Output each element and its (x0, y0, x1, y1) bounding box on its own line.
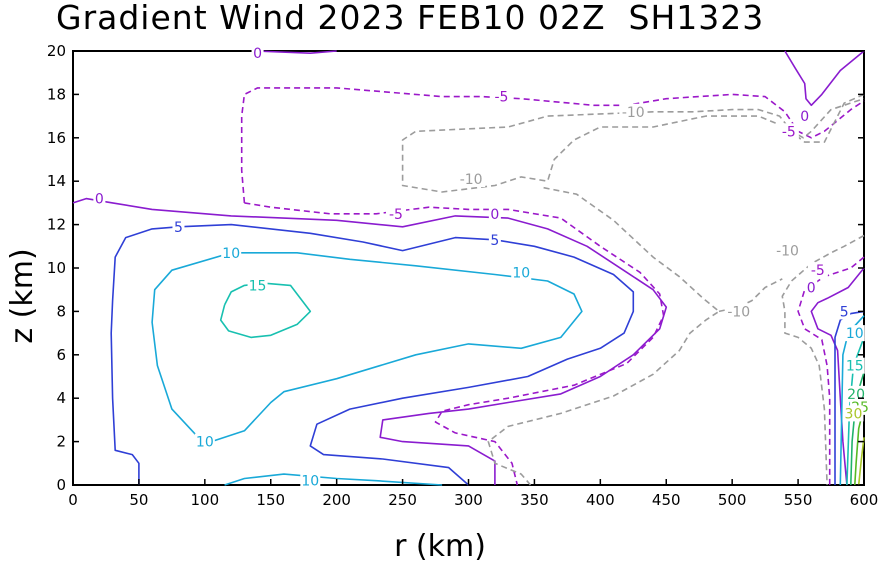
contour-label: -5 (389, 207, 403, 223)
contour-label: -5 (782, 124, 796, 140)
contour-label: 15 (249, 278, 267, 294)
contour-line-0 (72, 197, 668, 485)
contour-line-5 (110, 223, 635, 486)
x-tick-label: 100 (191, 491, 220, 509)
y-axis-label: z (km) (5, 248, 40, 343)
contour-label: -10 (622, 105, 645, 121)
x-tick-label: 500 (718, 491, 747, 509)
contour-label: -5 (811, 263, 825, 279)
contour-line-neg5 (244, 202, 665, 486)
contour-label-bg (773, 242, 802, 259)
contour-label: -5 (494, 90, 508, 106)
contour-label: 10 (846, 326, 864, 342)
contour-label-bg (491, 88, 512, 105)
contour-label-bg (798, 108, 811, 125)
contour-line-neg10 (487, 186, 720, 486)
y-tick-label: 10 (47, 259, 66, 277)
contour-label-bg (488, 231, 501, 248)
contour-label: 0 (807, 281, 816, 297)
x-tick-label: 550 (784, 491, 813, 509)
contour-label: 0 (490, 207, 499, 223)
y-tick-label: 20 (47, 42, 66, 60)
contour-label-bg (385, 205, 406, 222)
contour-label-bg (511, 264, 532, 281)
contour-line-5 (834, 310, 865, 485)
contour-line-0 (784, 50, 865, 107)
y-tick-label: 0 (56, 476, 66, 494)
contour-line-0 (254, 50, 337, 54)
y-tick-label: 14 (47, 172, 66, 190)
x-tick-label: 50 (129, 491, 148, 509)
y-tick-label: 6 (56, 346, 66, 364)
plot-frame (72, 50, 865, 486)
contour-label: 5 (840, 304, 849, 320)
contour-label-bg (300, 472, 321, 489)
y-tick-label: 2 (56, 433, 66, 451)
contour-label-bg (807, 262, 828, 279)
contour-label-bg (457, 171, 486, 188)
y-tick-label: 18 (47, 85, 66, 103)
contour-label: 10 (222, 246, 240, 262)
contour-label: 30 (845, 406, 863, 422)
chart-title: Gradient Wind 2023 FEB10 02Z SH1323 (56, 0, 765, 37)
contour-label: -10 (727, 304, 750, 320)
x-tick-label: 400 (586, 491, 615, 509)
contour-label-bg (619, 103, 648, 120)
contour-label: 15 (846, 359, 864, 375)
contour-label: 10 (196, 435, 214, 451)
contour-label: 10 (301, 474, 319, 490)
contour-label-bg (194, 433, 215, 450)
contour-label: 5 (174, 220, 183, 236)
y-axis-ticks: 0 2 4 6 8 10 12 14 16 18 20 (47, 42, 864, 494)
contour-label-bg (247, 277, 268, 294)
x-tick-label: 600 (850, 491, 879, 509)
contour-line-15 (219, 282, 312, 339)
x-tick-label: 300 (454, 491, 483, 509)
contour-label-bg (724, 303, 753, 320)
x-tick-label: 350 (520, 491, 549, 509)
contour-label-bg (488, 205, 501, 222)
y-tick-label: 8 (56, 302, 66, 320)
contour-label-bg (251, 45, 264, 62)
y-tick-label: 4 (56, 389, 66, 407)
x-axis-label: r (km) (394, 529, 486, 561)
contour-label: 10 (512, 265, 530, 281)
x-tick-label: 450 (652, 491, 681, 509)
contour-label-bg (844, 325, 865, 342)
plot-area: 0000055510101010101515202530-5-5-5-5-10-… (72, 45, 871, 490)
contour-label-bg (221, 244, 242, 261)
contour-label-bg (93, 190, 106, 207)
contour-label-bg (778, 123, 799, 140)
contour-label-bg (172, 218, 185, 235)
x-tick-label: 250 (388, 491, 417, 509)
contour-line-30 (857, 437, 865, 486)
contour-label: 0 (253, 46, 262, 62)
contour-label: 5 (490, 233, 499, 249)
contour-label: -10 (776, 244, 799, 260)
x-tick-label: 150 (256, 491, 285, 509)
contour-line-neg5 (797, 256, 865, 485)
x-tick-label: 200 (322, 491, 351, 509)
x-tick-label: 0 (68, 491, 78, 509)
y-tick-label: 12 (47, 216, 66, 234)
contour-labels: 0000055510101010101515202530-5-5-5-5-10-… (93, 45, 871, 490)
contour-label: -10 (460, 172, 483, 188)
x-axis-ticks: 0 50 100 150 200 250 300 350 400 450 500 550 600 (68, 479, 878, 509)
contour-line-neg10 (781, 234, 865, 486)
contour-label-bg (805, 279, 818, 296)
contour-label-bg (844, 357, 865, 374)
contour-label: 0 (95, 192, 104, 208)
contour-label-bg (838, 303, 851, 320)
contour-label-bg (843, 405, 864, 422)
contour-label: 0 (800, 109, 809, 125)
y-tick-label: 16 (47, 129, 66, 147)
